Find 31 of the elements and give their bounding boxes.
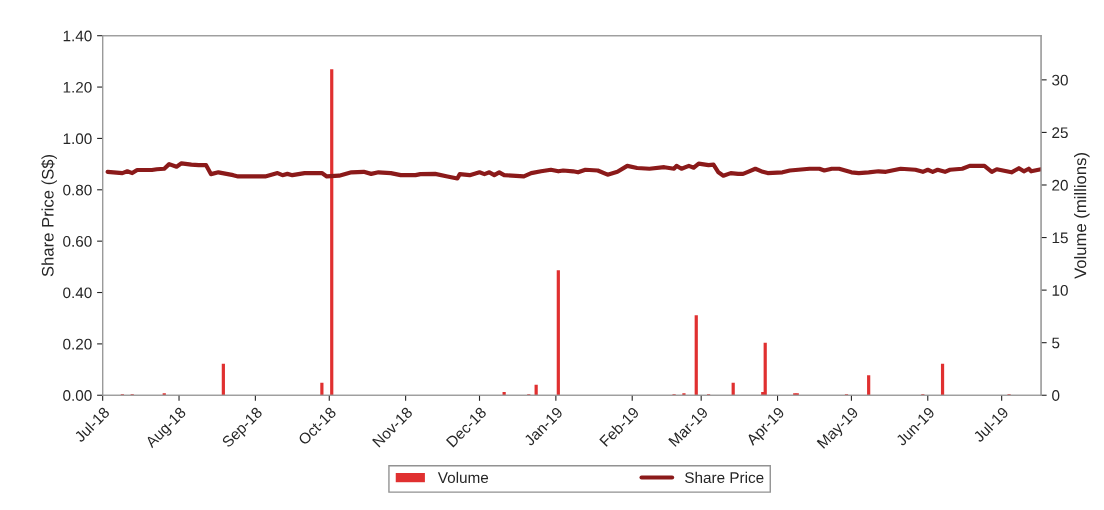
bar xyxy=(682,393,686,396)
y2-tick-label: 10 xyxy=(1052,284,1068,296)
y-tick-label: 0.60 xyxy=(63,236,92,247)
y2-tick-label: 25 xyxy=(1052,127,1068,139)
y2-axis-title: Volume (millions) xyxy=(1074,153,1090,279)
y-tick-label: 0.00 xyxy=(63,390,92,401)
bar xyxy=(763,342,767,396)
y2-tick-label: 15 xyxy=(1052,232,1068,244)
bar xyxy=(330,69,334,396)
bar xyxy=(221,363,225,396)
legend-label: Volume xyxy=(437,471,489,484)
bar xyxy=(556,270,560,396)
line-series xyxy=(105,161,1042,181)
y-tick-label: 0.20 xyxy=(63,338,92,350)
y-tick-label: 1.20 xyxy=(63,81,92,93)
y2-tick-label: 20 xyxy=(1052,179,1068,191)
legend-label: Share Price xyxy=(685,471,764,484)
bar xyxy=(502,392,506,396)
bar xyxy=(731,382,735,396)
bar xyxy=(320,382,324,396)
y-tick-label: 0.80 xyxy=(63,184,92,196)
y2-tick-label: 5 xyxy=(1052,337,1060,349)
y-tick-label: 0.40 xyxy=(63,287,92,299)
y2-tick-label: 0 xyxy=(1052,390,1060,401)
bar xyxy=(694,315,698,396)
y-tick-label: 1.40 xyxy=(63,30,92,42)
y2-tick-label: 30 xyxy=(1052,74,1068,86)
y-axis-title: Share Price (S$) xyxy=(41,154,57,277)
bar xyxy=(940,363,945,396)
bar xyxy=(867,375,871,396)
y-tick-label: 1.00 xyxy=(63,133,92,145)
